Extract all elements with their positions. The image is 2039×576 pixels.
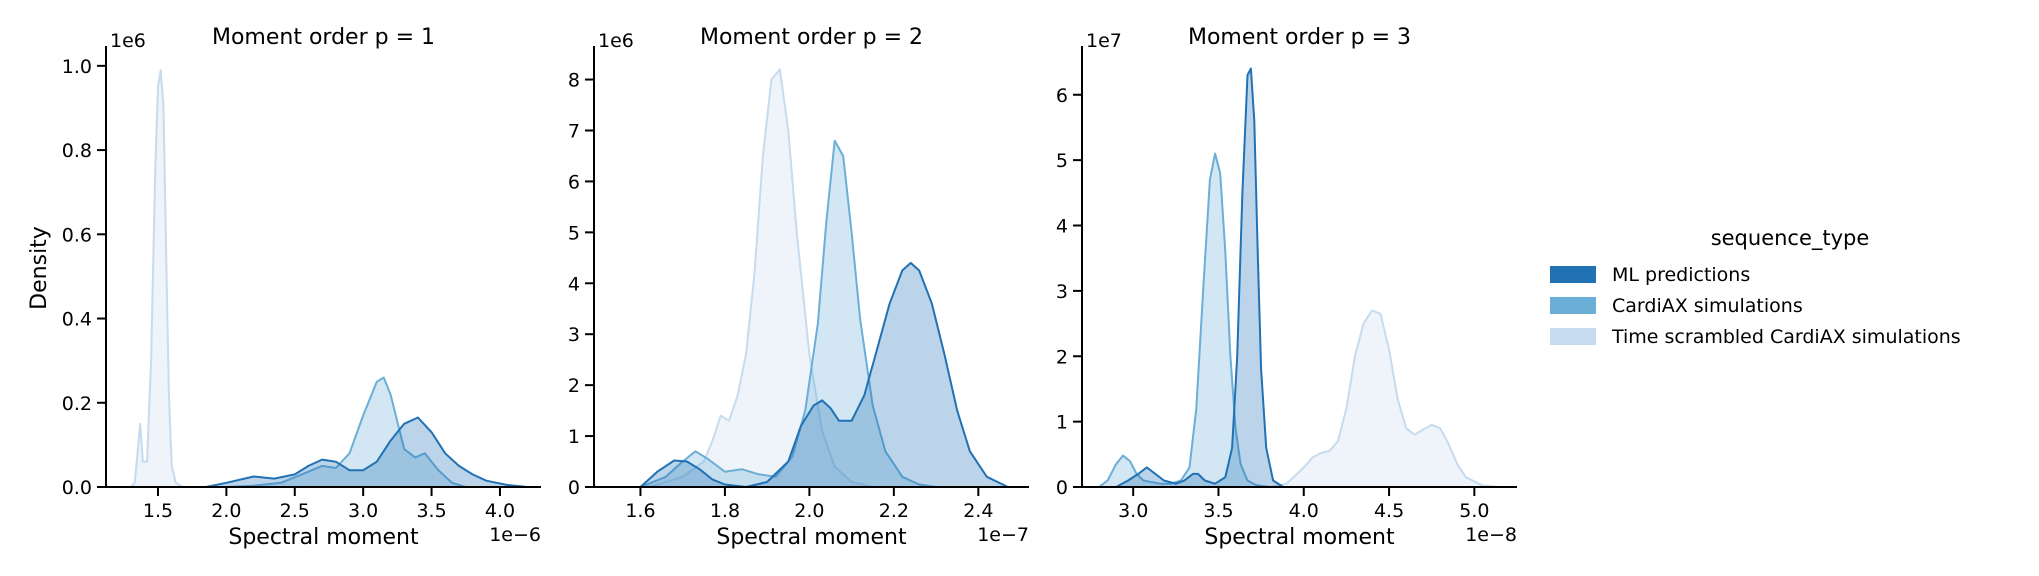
y-tick-label: 0.8 [62, 140, 92, 162]
density-area-cardiax-simulations [226, 377, 466, 487]
x-tick-label: 1.8 [710, 500, 740, 522]
x-tick-label: 3.5 [416, 500, 446, 522]
y-tick-label: 3 [568, 324, 580, 346]
legend-item-time-scrambled: Time scrambled CardiAX simulations [1550, 321, 2030, 352]
legend-item-cardiax-simulations: CardiAX simulations [1550, 290, 2030, 321]
y-tick-label: 7 [568, 120, 580, 142]
legend-item-ml-predictions: ML predictions [1550, 259, 2030, 290]
y-tick-label: 0.2 [62, 393, 92, 415]
density-line-ml-predictions [639, 261, 1009, 488]
x-tick-label: 2.0 [211, 500, 241, 522]
panel-title: Moment order p = 2 [700, 25, 923, 50]
y-tick-label: 4 [1056, 216, 1068, 238]
x-axis-label: Spectral moment [228, 525, 419, 550]
density-line-time-scrambled-cardiax-simulations [129, 69, 184, 488]
density-area-time-scrambled-cardiax-simulations [1269, 310, 1500, 487]
y-tick-label: 0 [1056, 477, 1068, 499]
density-area-ml-predictions [640, 262, 1008, 487]
density-line-cardiax-simulations [640, 139, 937, 488]
y-tick-label: 6 [568, 171, 580, 193]
y-offset-text: 1e7 [1086, 30, 1122, 52]
y-tick-label: 0 [568, 477, 580, 499]
y-tick-label: 5 [1056, 150, 1068, 172]
density-line-time-scrambled-cardiax-simulations [648, 68, 873, 488]
x-tick-label: 5.0 [1459, 500, 1489, 522]
density-area-ml-predictions [205, 417, 528, 487]
density-line-cardiax-simulations [1098, 152, 1270, 488]
x-tick-label: 3.0 [1118, 500, 1148, 522]
panel-title: Moment order p = 3 [1188, 25, 1411, 50]
y-tick-label: 6 [1056, 85, 1068, 107]
y-tick-label: 2 [1056, 346, 1068, 368]
y-tick-label: 1 [568, 426, 580, 448]
y-tick-label: 1.0 [62, 56, 92, 78]
y-offset-text: 1e6 [110, 30, 146, 52]
density-line-ml-predictions [205, 416, 528, 488]
legend-label: Time scrambled CardiAX simulations [1612, 325, 1961, 348]
legend-swatch [1550, 297, 1596, 314]
x-tick-label: 3.0 [348, 500, 378, 522]
legend: sequence_type ML predictions CardiAX sim… [1550, 226, 2030, 352]
x-tick-label: 4.0 [1289, 500, 1319, 522]
y-axis-label: Density [27, 226, 52, 310]
x-tick-label: 4.5 [1374, 500, 1404, 522]
x-tick-label: 2.5 [280, 500, 310, 522]
x-tick-label: 1.6 [625, 500, 655, 522]
density-line-cardiax-simulations [226, 376, 467, 488]
x-tick-label: 2.2 [879, 500, 909, 522]
density-area-cardiax-simulations [1099, 153, 1270, 487]
x-tick-label: 2.0 [794, 500, 824, 522]
panel-title: Moment order p = 1 [212, 25, 435, 50]
y-tick-label: 8 [568, 70, 580, 92]
y-offset-text: 1e6 [598, 30, 634, 52]
x-axis-label: Spectral moment [716, 525, 907, 550]
y-tick-label: 0.0 [62, 477, 92, 499]
legend-label: CardiAX simulations [1612, 294, 1803, 317]
x-offset-text: 1e−6 [489, 524, 541, 546]
y-tick-label: 2 [568, 375, 580, 397]
x-tick-label: 3.5 [1203, 500, 1233, 522]
y-tick-label: 3 [1056, 281, 1068, 303]
y-tick-label: 0.4 [62, 309, 92, 331]
x-axis-label: Spectral moment [1204, 525, 1395, 550]
x-tick-label: 4.0 [485, 500, 515, 522]
x-tick-label: 1.5 [143, 500, 173, 522]
density-area-ml-predictions [1116, 68, 1284, 487]
density-area-time-scrambled-cardiax-simulations [648, 69, 873, 488]
y-tick-label: 4 [568, 273, 580, 295]
density-line-time-scrambled-cardiax-simulations [1269, 309, 1500, 488]
x-offset-text: 1e−7 [977, 524, 1029, 546]
legend-title: sequence_type [1710, 226, 1870, 250]
y-tick-label: 5 [568, 222, 580, 244]
y-tick-label: 1 [1056, 412, 1068, 434]
legend-label: ML predictions [1612, 263, 1751, 286]
legend-swatch [1550, 266, 1596, 283]
y-tick-label: 0.6 [62, 224, 92, 246]
legend-swatch [1550, 328, 1596, 345]
density-area-time-scrambled-cardiax-simulations [130, 70, 183, 487]
x-offset-text: 1e−8 [1465, 524, 1517, 546]
density-line-ml-predictions [1115, 67, 1284, 488]
x-tick-label: 2.4 [963, 500, 993, 522]
